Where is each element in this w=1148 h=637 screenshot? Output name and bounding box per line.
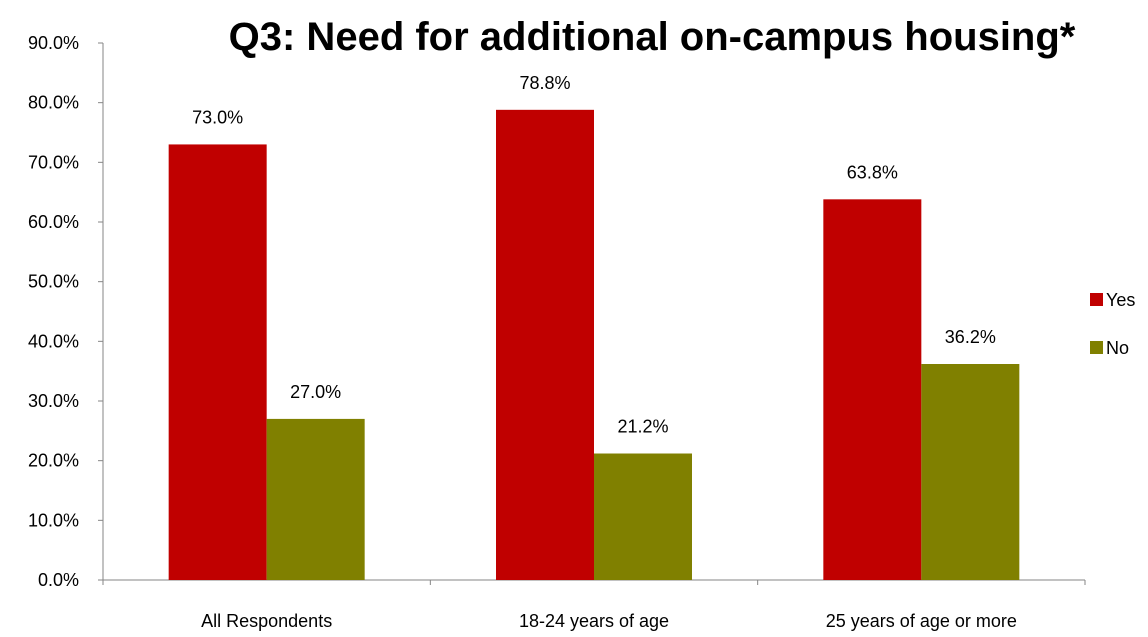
y-tick-label: 0.0% — [38, 570, 79, 590]
data-label: 73.0% — [192, 107, 243, 127]
x-category-label: 18-24 years of age — [519, 611, 669, 631]
y-tick-label: 30.0% — [28, 391, 79, 411]
data-label: 36.2% — [945, 327, 996, 347]
data-label: 63.8% — [847, 162, 898, 182]
x-category-label: 25 years of age or more — [826, 611, 1017, 631]
data-label: 21.2% — [617, 417, 668, 437]
bars — [168, 109, 1020, 581]
bar-yes — [823, 199, 922, 580]
chart-title: Q3: Need for additional on-campus housin… — [229, 15, 1076, 59]
bar-yes — [168, 144, 267, 580]
data-label: 78.8% — [519, 73, 570, 93]
legend-swatch-yes — [1090, 293, 1103, 306]
y-tick-label: 70.0% — [28, 152, 79, 172]
data-labels: 73.0% 27.0% 78.8% 21.2% 63.8% 36.2% — [192, 73, 996, 437]
x-category-label: All Respondents — [201, 611, 332, 631]
bar-no — [594, 453, 692, 580]
legend-label-yes: Yes — [1106, 290, 1135, 310]
bar-no — [266, 418, 365, 580]
y-axis: 0.0% 10.0% 20.0% 30.0% 40.0% 50.0% 60.0% 70.0% 8… — [28, 33, 104, 590]
bar-yes — [496, 109, 594, 581]
y-tick-label: 80.0% — [28, 93, 79, 113]
legend: Yes No — [1090, 290, 1135, 358]
bar-no — [921, 364, 1020, 580]
y-tick-label: 50.0% — [28, 272, 79, 292]
y-tick-label: 10.0% — [28, 510, 79, 530]
y-tick-label: 40.0% — [28, 331, 79, 351]
legend-label-no: No — [1106, 338, 1129, 358]
legend-swatch-no — [1090, 341, 1103, 354]
x-axis: All Respondents 18-24 years of age 25 year… — [102, 579, 1086, 631]
y-tick-label: 20.0% — [28, 451, 79, 471]
y-tick-label: 60.0% — [28, 212, 79, 232]
data-label: 27.0% — [290, 382, 341, 402]
y-tick-label: 90.0% — [28, 33, 79, 53]
